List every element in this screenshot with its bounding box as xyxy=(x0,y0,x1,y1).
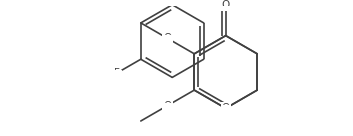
Bar xyxy=(222,105,229,111)
Text: O: O xyxy=(163,101,172,111)
Text: O: O xyxy=(222,103,230,113)
Text: F: F xyxy=(114,68,120,78)
Bar xyxy=(164,103,171,108)
Bar xyxy=(164,35,171,41)
Text: O: O xyxy=(163,33,172,43)
Text: O: O xyxy=(222,0,230,10)
Bar xyxy=(114,70,120,76)
Bar xyxy=(222,2,229,8)
